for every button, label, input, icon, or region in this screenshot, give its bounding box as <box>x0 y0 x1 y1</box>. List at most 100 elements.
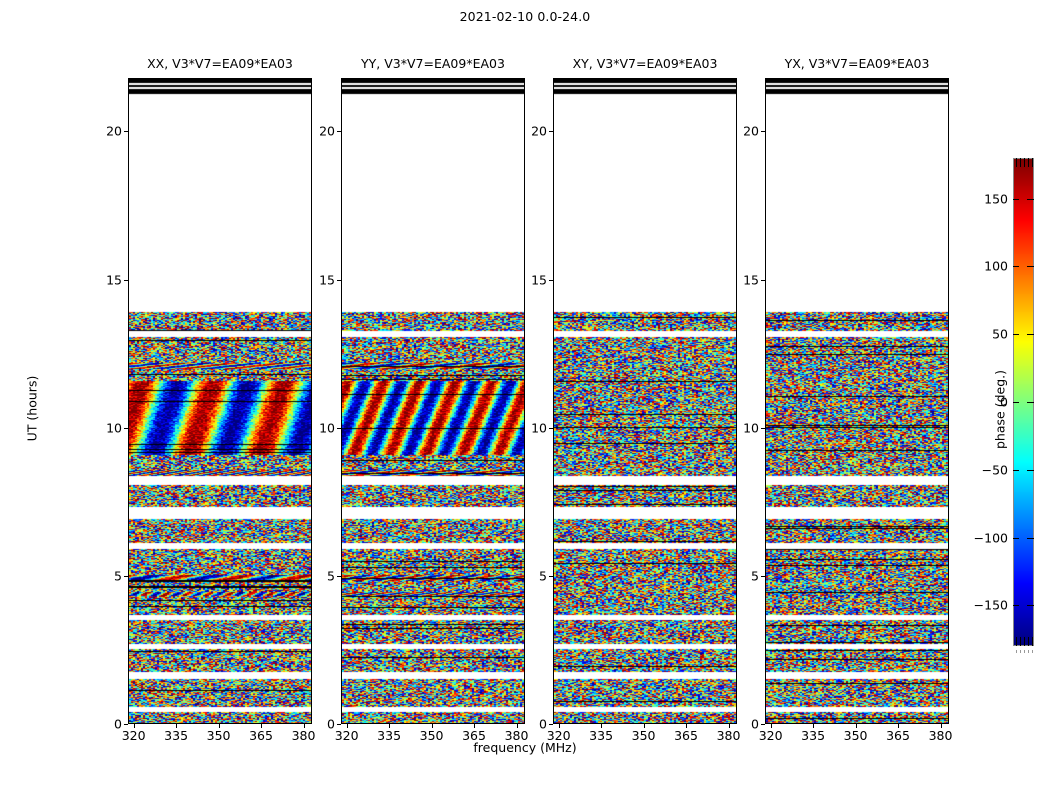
colorbar-tick-mark-right <box>1027 470 1034 471</box>
y-tick-label: 10 <box>106 420 122 436</box>
y-tick-mark <box>549 280 553 281</box>
y-tick-label: 0 <box>327 716 335 732</box>
x-tick-mark <box>601 724 602 728</box>
colorbar-tick-mark <box>1013 334 1019 335</box>
y-tick-mark <box>337 576 341 577</box>
y-axis-label: UT (hours) <box>24 375 40 442</box>
heatmap-panel-yy[interactable] <box>341 78 525 724</box>
x-axis-label: frequency (MHz) <box>473 740 577 755</box>
x-tick-mark <box>134 724 135 728</box>
colorbar-tick-mark-right <box>1027 605 1034 606</box>
colorbar-tick-mark <box>1013 266 1019 267</box>
x-tick-label: 350 <box>206 728 231 743</box>
y-tick-mark <box>761 131 765 132</box>
x-tick-mark <box>941 724 942 728</box>
colorbar-minor-marks <box>1014 650 1033 654</box>
x-tick-mark <box>219 724 220 728</box>
x-tick-label: 380 <box>291 728 316 743</box>
y-tick-label: 0 <box>114 716 122 732</box>
colorbar-tick-label: 150 <box>984 191 1008 207</box>
x-tick-label: 365 <box>249 728 273 743</box>
x-tick-mark <box>686 724 687 728</box>
colorbar-tick-label: 0 <box>1000 394 1008 410</box>
panel-title-yx: YX, V3*V7=EA09*EA03 <box>784 56 930 71</box>
colorbar-tick-mark <box>1013 402 1019 403</box>
colorbar-tick-mark-right <box>1027 402 1034 403</box>
y-tick-label: 15 <box>319 272 335 287</box>
x-tick-label: 380 <box>716 728 741 743</box>
colorbar-tick-label: 100 <box>984 258 1008 274</box>
y-tick-label: 20 <box>319 123 335 139</box>
x-tick-label: 365 <box>462 728 486 743</box>
colorbar-under-marks <box>1014 637 1033 646</box>
y-tick-mark <box>124 428 128 429</box>
colorbar-tick-mark <box>1013 470 1019 471</box>
heatmap-panel-yx[interactable] <box>765 78 949 724</box>
heatmap-image <box>342 79 524 723</box>
colorbar-tick-label: 50 <box>992 326 1008 342</box>
y-tick-mark <box>761 576 765 577</box>
x-tick-mark <box>474 724 475 728</box>
x-tick-mark <box>644 724 645 728</box>
y-tick-mark <box>337 131 341 132</box>
colorbar-tick-mark-right <box>1027 334 1034 335</box>
y-tick-mark <box>124 576 128 577</box>
x-tick-label: 350 <box>419 728 444 743</box>
y-tick-mark <box>124 131 128 132</box>
panel-title-xx: XX, V3*V7=EA09*EA03 <box>147 56 293 71</box>
y-tick-label: 20 <box>531 123 547 139</box>
x-tick-label: 335 <box>801 728 826 743</box>
x-tick-label: 380 <box>928 728 953 743</box>
y-tick-mark <box>761 428 765 429</box>
x-tick-label: 335 <box>589 728 614 743</box>
x-tick-label: 320 <box>758 728 783 743</box>
heatmap-panel-xy[interactable] <box>553 78 737 724</box>
y-tick-label: 5 <box>539 568 547 584</box>
y-tick-label: 10 <box>743 420 759 436</box>
colorbar-tick-mark-right <box>1027 538 1034 539</box>
x-tick-label: 380 <box>504 728 529 743</box>
y-tick-mark <box>549 576 553 577</box>
x-tick-label: 350 <box>843 728 868 743</box>
y-tick-label: 20 <box>106 123 122 139</box>
y-tick-mark <box>761 724 765 725</box>
colorbar-tick-mark <box>1013 199 1019 200</box>
y-tick-mark <box>549 131 553 132</box>
x-tick-label: 335 <box>164 728 189 743</box>
x-tick-mark <box>261 724 262 728</box>
x-tick-label: 320 <box>546 728 571 743</box>
y-tick-mark <box>549 428 553 429</box>
x-tick-mark <box>517 724 518 728</box>
heatmap-image <box>554 79 736 723</box>
colorbar-tick-mark <box>1013 538 1019 539</box>
x-tick-mark <box>813 724 814 728</box>
heatmap-panel-xx[interactable] <box>128 78 312 724</box>
y-tick-label: 0 <box>539 716 547 732</box>
x-tick-mark <box>432 724 433 728</box>
colorbar-tick-label: −50 <box>981 462 1008 478</box>
y-tick-mark <box>549 724 553 725</box>
y-tick-mark <box>124 280 128 281</box>
x-tick-label: 335 <box>377 728 402 743</box>
x-tick-label: 365 <box>886 728 910 743</box>
y-tick-mark <box>337 428 341 429</box>
x-tick-mark <box>771 724 772 728</box>
x-tick-label: 350 <box>631 728 656 743</box>
heatmap-image <box>129 79 311 723</box>
colorbar-tick-mark-right <box>1027 266 1034 267</box>
colorbar-tick-mark <box>1013 605 1019 606</box>
y-tick-mark <box>337 724 341 725</box>
x-tick-label: 320 <box>334 728 359 743</box>
x-tick-mark <box>389 724 390 728</box>
x-tick-label: 365 <box>674 728 698 743</box>
figure-suptitle: 2021-02-10 0.0-24.0 <box>459 9 591 24</box>
x-tick-mark <box>347 724 348 728</box>
y-tick-label: 15 <box>531 272 547 287</box>
colorbar-gradient <box>1014 159 1033 645</box>
y-tick-label: 5 <box>327 568 335 584</box>
x-tick-label: 320 <box>121 728 146 743</box>
x-tick-mark <box>304 724 305 728</box>
y-tick-label: 5 <box>114 568 122 584</box>
colorbar-tick-label: −150 <box>973 597 1008 613</box>
